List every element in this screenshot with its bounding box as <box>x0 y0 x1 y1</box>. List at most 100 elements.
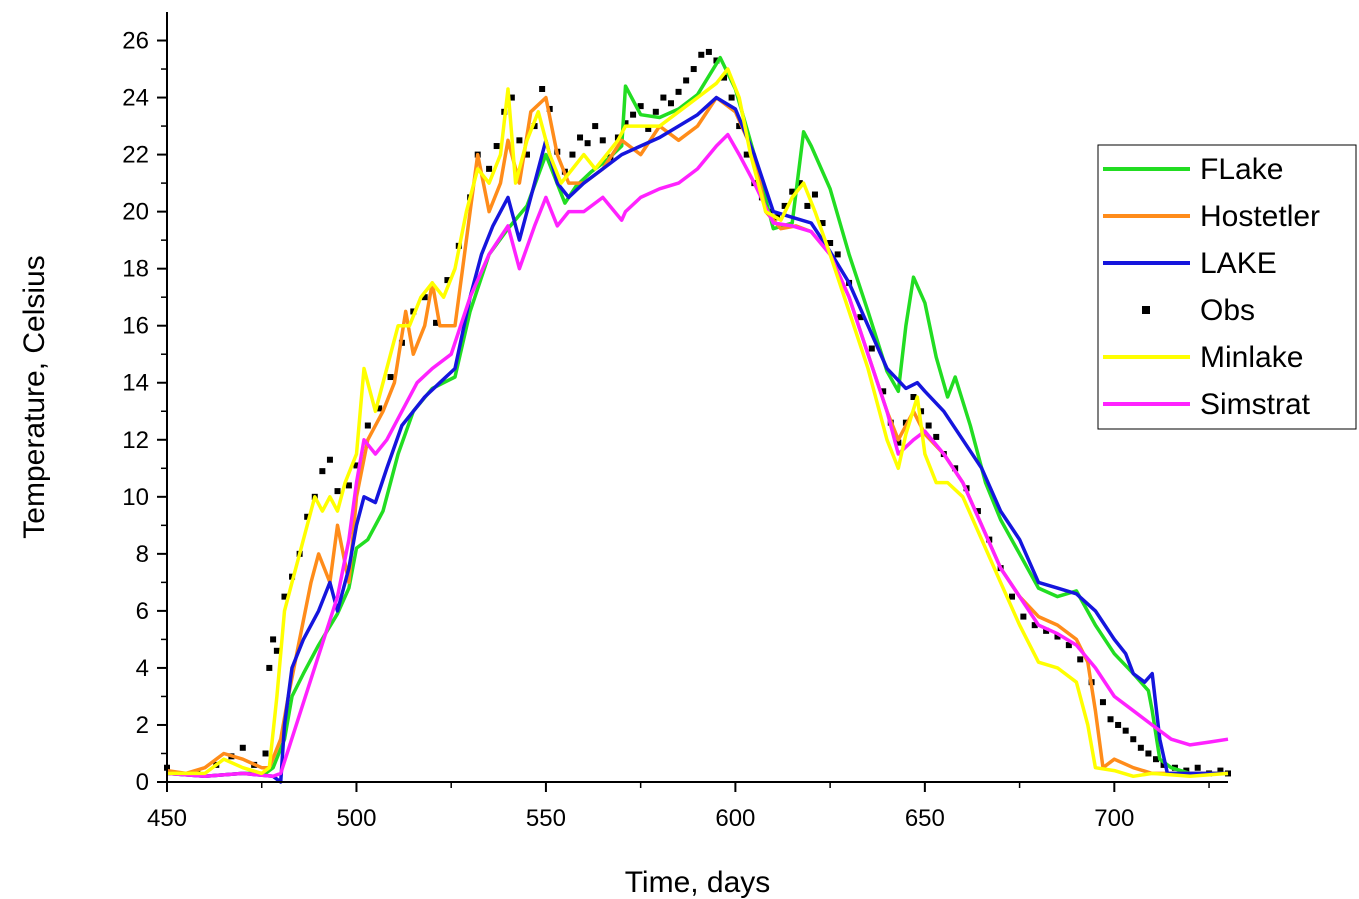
obs-point <box>1107 716 1114 723</box>
x-tick-label: 500 <box>336 805 376 832</box>
x-tick-label: 450 <box>147 805 187 832</box>
obs-point <box>1137 744 1144 751</box>
legend-label-lake: LAKE <box>1200 247 1277 280</box>
obs-point <box>273 647 280 654</box>
obs-point <box>1130 736 1137 743</box>
obs-point <box>1043 627 1050 634</box>
obs-point <box>584 140 591 147</box>
series-line-lake <box>166 95 1228 784</box>
x-tick-label: 700 <box>1094 805 1134 832</box>
series-layer <box>164 48 1231 784</box>
series-line-hostetler <box>166 95 1228 776</box>
y-tick-label: 6 <box>136 598 149 625</box>
y-tick-label: 0 <box>136 769 149 796</box>
obs-point <box>486 165 493 172</box>
obs-point <box>319 468 326 475</box>
obs-point <box>910 394 917 400</box>
obs-point <box>577 134 584 141</box>
series-line-simstrat <box>166 132 1229 779</box>
x-tick-label: 550 <box>526 805 566 832</box>
y-tick-label: 2 <box>136 712 149 739</box>
obs-point <box>1160 761 1167 768</box>
obs-point <box>516 137 523 144</box>
obs-point <box>334 488 341 495</box>
legend-label-flake: FLake <box>1200 153 1283 186</box>
obs-point <box>804 202 811 209</box>
obs-point <box>387 374 394 381</box>
obs-point <box>1115 721 1122 728</box>
axes-layer <box>166 12 1228 783</box>
obs-point <box>376 405 383 412</box>
obs-point <box>827 240 834 246</box>
y-axis-title: Temperature, Celsius <box>18 255 51 538</box>
y-tick-label: 12 <box>122 427 149 454</box>
obs-point <box>683 77 690 84</box>
obs-point <box>1054 633 1061 640</box>
obs-point <box>364 422 371 429</box>
y-tick-label: 18 <box>122 256 149 283</box>
obs-point <box>868 345 875 352</box>
obs-point <box>569 151 576 158</box>
legend-box <box>1097 144 1357 430</box>
obs-point <box>728 94 735 101</box>
legend-label-minlake: Minlake <box>1200 341 1303 374</box>
obs-point <box>736 123 743 130</box>
obs-point <box>508 94 515 101</box>
obs-point <box>1122 727 1129 734</box>
obs-point <box>925 422 932 429</box>
obs-point <box>270 636 277 643</box>
x-ticks: 450 500 550 600 650 700 <box>147 782 1210 832</box>
x-tick-label: 600 <box>715 805 755 832</box>
obs-point <box>880 388 887 395</box>
obs-point <box>281 593 288 600</box>
obs-point <box>531 123 538 130</box>
obs-point <box>743 151 750 158</box>
obs-point <box>599 137 606 144</box>
obs-point <box>796 180 803 187</box>
obs-point <box>652 108 659 115</box>
obs-point <box>721 74 728 81</box>
obs-point <box>523 151 530 158</box>
y-tick-label: 4 <box>136 655 149 682</box>
obs-point <box>834 251 841 258</box>
obs-point <box>789 188 796 195</box>
obs-point <box>421 294 428 301</box>
obs-point <box>645 125 652 132</box>
obs-point <box>675 88 682 95</box>
y-tick-label: 22 <box>122 142 149 169</box>
obs-point <box>1099 699 1106 706</box>
obs-point <box>630 111 637 118</box>
legend-label-simstrat: Simstrat <box>1200 388 1311 421</box>
series-line-minlake <box>167 67 1229 779</box>
obs-point <box>262 750 269 757</box>
obs-point <box>660 94 667 101</box>
obs-point <box>637 103 644 110</box>
obs-point <box>345 482 352 489</box>
legend-label-hostetler: Hostetler <box>1200 200 1320 233</box>
series-obs <box>164 48 1231 777</box>
obs-point <box>592 123 599 130</box>
obs-point <box>857 314 864 321</box>
obs-point <box>667 100 674 107</box>
obs-point <box>493 143 500 150</box>
obs-point <box>239 744 246 751</box>
y-tick-label: 14 <box>122 370 149 397</box>
obs-point <box>698 51 705 58</box>
legend: FLake Hostetler LAKE Obs Minlake Simstrat <box>1097 144 1357 430</box>
obs-point <box>895 439 902 446</box>
obs-point <box>1153 756 1160 763</box>
obs-point <box>690 66 697 73</box>
obs-point <box>1077 656 1084 663</box>
y-tick-label: 20 <box>122 199 149 226</box>
obs-point <box>811 191 818 198</box>
obs-point <box>304 513 311 520</box>
y-tick-label: 26 <box>122 28 149 55</box>
obs-point <box>974 508 981 515</box>
y-tick-label: 24 <box>122 85 149 112</box>
obs-point <box>266 664 273 671</box>
x-tick-label: 650 <box>905 805 945 832</box>
y-tick-label: 16 <box>122 313 149 340</box>
